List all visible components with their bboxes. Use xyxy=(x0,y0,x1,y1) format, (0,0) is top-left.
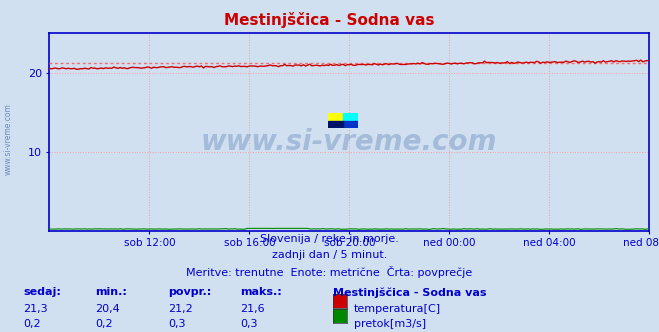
Polygon shape xyxy=(328,113,343,121)
Text: www.si-vreme.com: www.si-vreme.com xyxy=(201,128,498,156)
Text: Slovenija / reke in morje.: Slovenija / reke in morje. xyxy=(260,234,399,244)
Text: 21,3: 21,3 xyxy=(23,304,47,314)
Text: 21,6: 21,6 xyxy=(241,304,265,314)
Text: min.:: min.: xyxy=(96,287,127,297)
Text: 0,2: 0,2 xyxy=(23,319,41,329)
Text: povpr.:: povpr.: xyxy=(168,287,212,297)
Text: sedaj:: sedaj: xyxy=(23,287,61,297)
Text: pretok[m3/s]: pretok[m3/s] xyxy=(354,319,426,329)
Text: 0,2: 0,2 xyxy=(96,319,113,329)
Text: Mestinjščica - Sodna vas: Mestinjščica - Sodna vas xyxy=(224,12,435,28)
Text: temperatura[C]: temperatura[C] xyxy=(354,304,441,314)
Text: Meritve: trenutne  Enote: metrične  Črta: povprečje: Meritve: trenutne Enote: metrične Črta: … xyxy=(186,266,473,278)
Text: maks.:: maks.: xyxy=(241,287,282,297)
Text: 0,3: 0,3 xyxy=(168,319,186,329)
Polygon shape xyxy=(343,121,358,128)
Polygon shape xyxy=(328,121,343,128)
Text: 21,2: 21,2 xyxy=(168,304,193,314)
Text: 20,4: 20,4 xyxy=(96,304,121,314)
Text: 0,3: 0,3 xyxy=(241,319,258,329)
Polygon shape xyxy=(343,113,358,121)
Text: www.si-vreme.com: www.si-vreme.com xyxy=(3,104,13,175)
Text: Mestinjščica - Sodna vas: Mestinjščica - Sodna vas xyxy=(333,287,486,298)
Text: zadnji dan / 5 minut.: zadnji dan / 5 minut. xyxy=(272,250,387,260)
